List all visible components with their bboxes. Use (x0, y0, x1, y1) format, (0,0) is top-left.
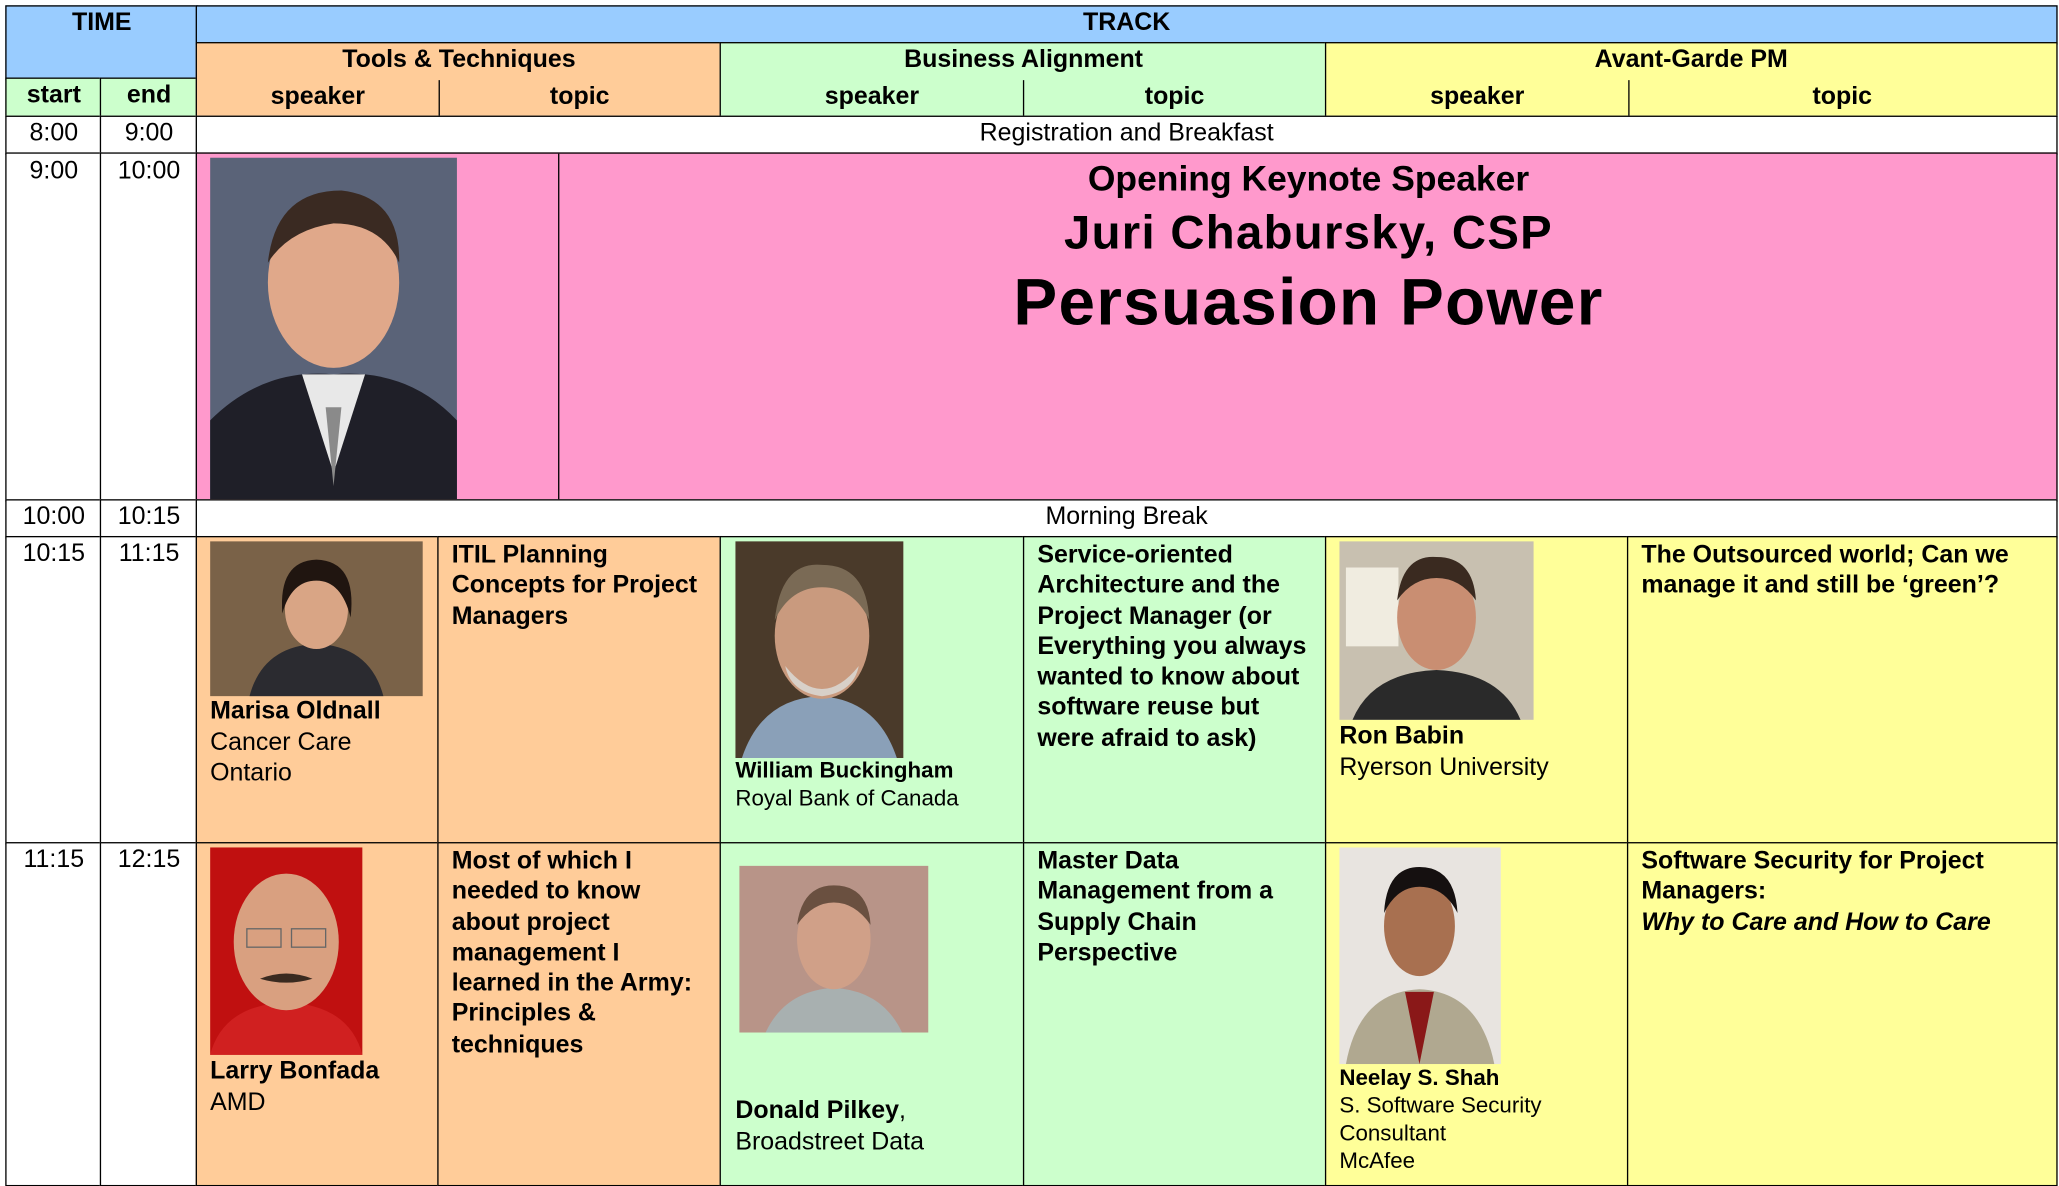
speaker-name: Donald Pilkey (735, 1096, 899, 1125)
speaker-cell: Donald Pilkey, Broadstreet Data (719, 842, 1026, 1186)
topic: Software Security for Project Managers: W… (1641, 846, 2045, 938)
speaker-name: Larry Bonfada (210, 1057, 380, 1086)
topic-label: topic (1628, 80, 2055, 117)
topic-cell: Master Data Management from a Supply Cha… (1022, 842, 1328, 1186)
speaker-info: Larry Bonfada AMD (210, 1056, 379, 1118)
speaker-label: speaker (270, 82, 365, 111)
start-time: 10:15 (5, 535, 103, 845)
keynote: Opening Keynote Speaker Juri Chabursky, … (195, 152, 2058, 502)
end-time: 10:15 (99, 499, 199, 539)
speaker-info: Neelay S. Shah S. Software Security Consul… (1339, 1064, 1541, 1174)
track: Avant-Garde PM speaker topic (1324, 42, 2058, 117)
topic-cell: Service-oriented Architecture and the Pr… (1022, 535, 1328, 845)
speaker-cell: William Buckingham Royal Bank of Canada (719, 535, 1026, 845)
event: Morning Break (195, 499, 2058, 539)
topic-cell: The Outsourced world; Can we manage it a… (1626, 535, 2058, 845)
start-time: 11:15 (5, 842, 103, 1186)
speaker-affiliation: Consultant (1339, 1120, 1447, 1146)
speaker-affiliation: Ryerson University (1339, 753, 1549, 781)
end-label: end (126, 81, 172, 110)
topic-cell: ITIL Planning Concepts for Project Manag… (437, 535, 723, 845)
divider (558, 153, 560, 501)
keynote-speaker: Juri Chabursky, CSP (1063, 204, 1554, 259)
speaker-photo (210, 157, 457, 500)
topic-label: topic (1022, 80, 1325, 117)
speaker-photo (1339, 847, 1501, 1065)
track: Tools & Techniques speaker topic (195, 42, 723, 117)
topic: Most of which I needed to know about pro… (451, 847, 693, 1059)
track-label: TRACK (1082, 9, 1171, 37)
event: Registration and Breakfast (195, 115, 2058, 156)
speaker-label: speaker (824, 82, 920, 111)
speaker-info: Marisa Oldnall Cancer Care Ontario (210, 696, 381, 789)
speaker-info: William Buckingham Royal Bank of Canada (735, 757, 958, 812)
speaker-photo (1339, 541, 1534, 720)
start-time: 10:00 (5, 499, 103, 539)
keynote-title: Persuasion Power (1013, 265, 1604, 339)
topic-subtitle: Why to Care and How to Care (1641, 908, 1991, 937)
speaker-name: Ron Babin (1339, 722, 1465, 751)
speaker-affiliation: Royal Bank of Canada (735, 785, 959, 811)
track-name: Tools & Techniques (342, 45, 576, 74)
speaker-cell: Larry Bonfada AMD (195, 842, 440, 1186)
start-time: 9:00 (5, 152, 103, 502)
start-time: 8:00 (5, 115, 103, 156)
end-time: 9:00 (99, 115, 199, 156)
keynote-text: Opening Keynote Speaker Juri Chabursky, … (561, 154, 2057, 341)
speaker-affiliation: Cancer Care (210, 728, 352, 757)
topic-cell: Most of which I needed to know about pro… (437, 842, 723, 1186)
speaker-cell: Marisa Oldnall Cancer Care Ontario (195, 535, 440, 845)
topic: ITIL Planning Concepts for Project Manag… (451, 541, 698, 631)
speaker-photo (210, 847, 363, 1055)
track: Business Alignment speaker topic (719, 42, 1328, 117)
speaker-cell: Neelay S. Shah S. Software Security Consul… (1324, 842, 1630, 1186)
end-time: 11:15 (99, 535, 199, 845)
track-name: Business Alignment (904, 45, 1144, 74)
topic: The Outsourced world; Can we manage it a… (1641, 541, 2009, 600)
topic: Master Data Management from a Supply Cha… (1037, 847, 1274, 967)
end-time: 10:00 (99, 152, 199, 502)
speaker-affiliation: S. Software Security (1339, 1092, 1542, 1118)
speaker-photo (735, 541, 904, 759)
speaker-info: Donald Pilkey, Broadstreet Data (735, 1096, 924, 1158)
speaker-affiliation: Ontario (210, 759, 292, 787)
speaker-affiliation: McAfee (1339, 1148, 1416, 1174)
speaker-name: William Buckingham (735, 758, 954, 783)
speaker-affiliation: Broadstreet Data (735, 1127, 924, 1156)
speaker-cell: Ron Babin Ryerson University (1324, 535, 1630, 845)
speaker-photo (739, 865, 929, 1033)
speaker-name: Neelay S. Shah (1339, 1065, 1500, 1091)
end-header: end (99, 77, 199, 117)
keynote-label: Opening Keynote Speaker (1087, 158, 1530, 199)
name-suffix: , (898, 1096, 906, 1125)
start-header: start (5, 77, 103, 117)
start-label: start (26, 81, 81, 110)
end-time: 12:15 (99, 842, 199, 1186)
topic-label: topic (438, 80, 720, 117)
speaker-label: speaker (1430, 82, 1525, 111)
speaker-info: Ron Babin Ryerson University (1339, 721, 1548, 783)
speaker-photo (210, 541, 423, 697)
topic: Service-oriented Architecture and the Pr… (1037, 541, 1307, 753)
speaker-name: Marisa Oldnall (210, 697, 381, 726)
track-header: TRACK (195, 5, 2058, 45)
topic-cell: Software Security for Project Managers: W… (1626, 842, 2058, 1186)
time-label: TIME (71, 9, 132, 37)
topic-text: Software Security for Project Managers: (1641, 847, 1984, 906)
track-name: Avant-Garde PM (1594, 45, 1788, 74)
speaker-affiliation: AMD (210, 1088, 266, 1116)
time-header: TIME (5, 5, 199, 81)
